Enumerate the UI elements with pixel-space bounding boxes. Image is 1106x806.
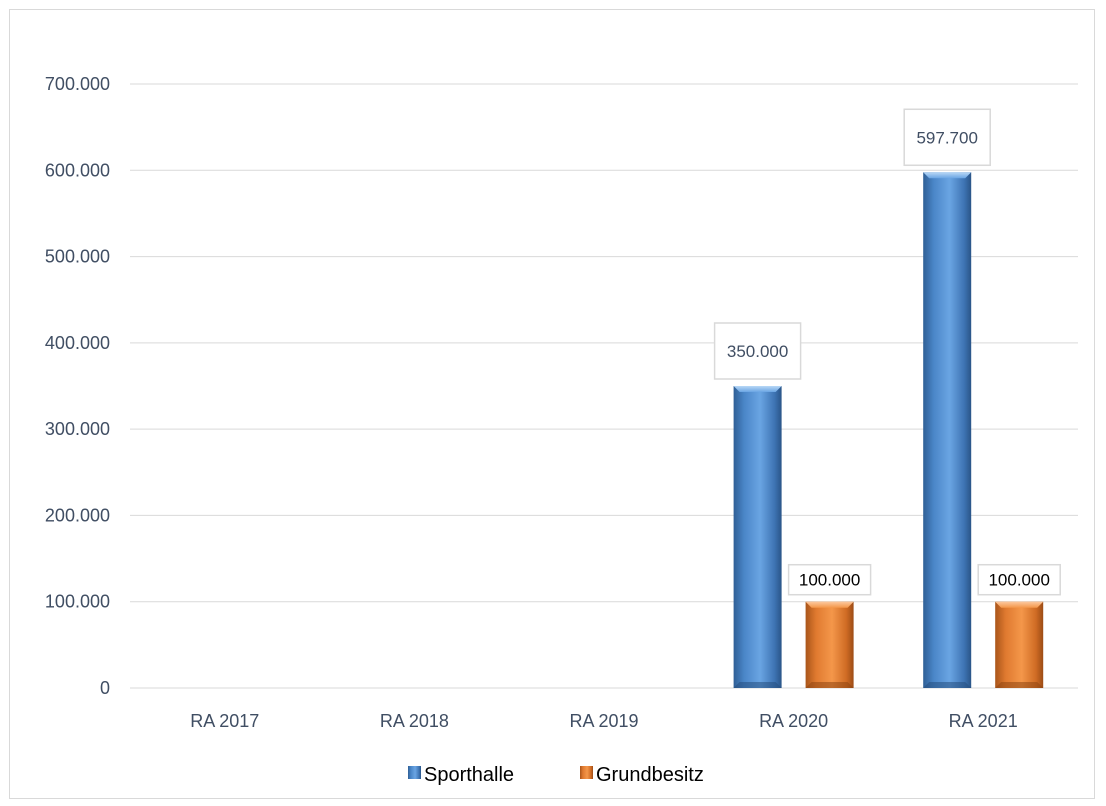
data-label-box xyxy=(787,563,872,596)
y-tick-label: 500.000 xyxy=(45,247,110,267)
bar-bevel-bottom xyxy=(805,682,854,688)
bar-bevel-top xyxy=(995,601,1044,608)
data-label-box xyxy=(713,322,802,380)
y-tick-label: 400.000 xyxy=(45,333,110,353)
legend-label: Grundbesitz xyxy=(596,764,704,786)
bar-body xyxy=(995,601,1044,688)
legend-swatch xyxy=(408,766,421,779)
data-label-box xyxy=(977,563,1061,596)
x-tick-label: RA 2017 xyxy=(190,711,259,731)
data-label-text: 350.000 xyxy=(727,342,788,361)
bar-grundbesitz-ra-2021 xyxy=(995,601,1044,688)
bar-bevel-top xyxy=(805,601,854,608)
data-label-text: 597.700 xyxy=(916,128,977,147)
x-tick-label: RA 2018 xyxy=(380,711,449,731)
bar-bevel-top xyxy=(923,172,972,179)
x-tick-label: RA 2019 xyxy=(569,711,638,731)
bar-bevel-bottom xyxy=(733,682,782,688)
bar-bevel-bottom xyxy=(995,682,1044,688)
legend: Sporthalle Grundbesitz xyxy=(408,764,704,786)
x-tick-label: RA 2020 xyxy=(759,711,828,731)
data-labels: 350.000 597.700 100.000 100.000 xyxy=(713,108,1061,596)
y-tick-label: 600.000 xyxy=(45,160,110,180)
y-tick-label: 0 xyxy=(100,678,110,698)
x-axis-ticks: RA 2017 RA 2018 RA 2019 RA 2020 RA 2021 xyxy=(190,711,1017,731)
bar-body xyxy=(923,172,972,689)
data-label: 597.700 xyxy=(903,108,991,167)
y-axis-ticks: 0 100.000 200.000 300.000 400.000 500.000 600.… xyxy=(45,74,110,698)
bar-body xyxy=(733,386,782,688)
bar-grundbesitz-ra-2020 xyxy=(805,601,854,688)
data-label-box xyxy=(903,108,991,167)
bar-body xyxy=(805,601,854,688)
gridlines xyxy=(130,83,1078,689)
x-tick-label: RA 2021 xyxy=(949,711,1018,731)
data-label-text: 100.000 xyxy=(799,571,860,590)
legend-item-sporthalle: Sporthalle xyxy=(408,764,514,786)
y-tick-label: 100.000 xyxy=(45,592,110,612)
bar-bevel-top xyxy=(733,386,782,392)
bar-sporthalle-ra-2021 xyxy=(923,172,972,689)
data-label: 100.000 xyxy=(787,563,872,596)
y-tick-label: 200.000 xyxy=(45,505,110,525)
data-label: 100.000 xyxy=(977,563,1061,596)
legend-swatch xyxy=(580,766,593,779)
y-tick-label: 700.000 xyxy=(45,74,110,94)
bars xyxy=(733,172,1044,689)
bar-bevel-bottom xyxy=(923,682,972,688)
y-tick-label: 300.000 xyxy=(45,419,110,439)
bar-sporthalle-ra-2020 xyxy=(733,386,782,688)
legend-item-grundbesitz: Grundbesitz xyxy=(580,764,704,786)
data-label: 350.000 xyxy=(713,322,802,380)
legend-label: Sporthalle xyxy=(424,764,514,786)
data-label-text: 100.000 xyxy=(988,571,1049,590)
